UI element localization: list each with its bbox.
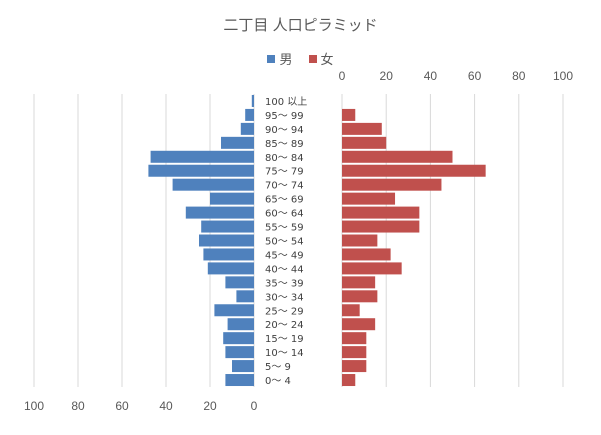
category-label: 0～ 4 xyxy=(265,376,291,387)
bar-female xyxy=(342,220,420,233)
bar-female xyxy=(342,332,367,345)
x-tick-label-right: 0 xyxy=(339,69,346,83)
bar-female xyxy=(342,192,396,205)
bar-male xyxy=(223,332,254,345)
bar-male xyxy=(236,290,254,303)
bar-male xyxy=(172,178,254,191)
bar-male xyxy=(232,360,254,373)
bar-male xyxy=(225,346,254,359)
bar-male xyxy=(227,318,254,331)
category-label: 95～ 99 xyxy=(265,111,304,122)
bar-female xyxy=(342,150,453,163)
category-label: 50～ 54 xyxy=(265,237,304,248)
chart-legend: 男 女 xyxy=(0,49,601,68)
x-tick-label-right: 80 xyxy=(512,69,526,83)
x-tick-label-left: 80 xyxy=(71,399,85,413)
category-label: 15～ 19 xyxy=(265,334,304,345)
bar-female xyxy=(342,108,356,121)
category-label: 40～ 44 xyxy=(265,264,304,275)
bar-male xyxy=(214,304,254,317)
x-tick-label-left: 40 xyxy=(159,399,173,413)
x-tick-label-right: 20 xyxy=(380,69,394,83)
bar-male xyxy=(221,136,254,149)
legend-label-female: 女 xyxy=(320,52,334,67)
bar-female xyxy=(342,164,486,177)
category-label: 20～ 24 xyxy=(265,320,304,331)
bar-female xyxy=(342,304,360,317)
x-tick-label-right: 40 xyxy=(424,69,438,83)
category-label: 5～ 9 xyxy=(265,362,291,373)
bar-female xyxy=(342,318,376,331)
category-label: 55～ 59 xyxy=(265,223,304,234)
legend-item-male: 男 xyxy=(267,49,293,68)
bar-male xyxy=(203,248,254,261)
x-tick-label-left: 100 xyxy=(24,399,44,413)
bar-male xyxy=(225,374,254,387)
x-tick-label-left: 0 xyxy=(251,399,258,413)
bar-female xyxy=(342,206,420,219)
bar-female xyxy=(342,276,376,289)
legend-swatch-male xyxy=(267,54,276,63)
category-label: 65～ 69 xyxy=(265,195,304,206)
bar-male xyxy=(251,94,254,107)
bar-female xyxy=(342,178,442,191)
bar-female xyxy=(342,360,367,373)
category-label: 10～ 14 xyxy=(265,348,304,359)
category-label: 85～ 89 xyxy=(265,139,304,150)
bar-male xyxy=(185,206,254,219)
x-tick-label-left: 60 xyxy=(115,399,129,413)
bar-female xyxy=(342,346,367,359)
bar-female xyxy=(342,290,378,303)
bar-female xyxy=(342,374,356,387)
legend-swatch-female xyxy=(308,54,317,63)
category-label: 90～ 94 xyxy=(265,125,304,136)
chart-title: 二丁目 人口ピラミッド xyxy=(223,17,378,34)
x-tick-label-left: 20 xyxy=(203,399,217,413)
bar-male xyxy=(207,262,254,275)
bar-male xyxy=(201,220,254,233)
bar-male xyxy=(148,164,254,177)
category-label: 25～ 29 xyxy=(265,306,304,317)
category-label: 35～ 39 xyxy=(265,278,304,289)
bar-male xyxy=(199,234,254,247)
legend-item-female: 女 xyxy=(308,49,334,68)
legend-label-male: 男 xyxy=(279,52,293,67)
category-label: 70～ 74 xyxy=(265,181,304,192)
category-label: 100 以上 xyxy=(265,96,307,108)
bar-female xyxy=(342,234,378,247)
category-label: 60～ 64 xyxy=(265,209,304,220)
x-tick-label-right: 60 xyxy=(468,69,482,83)
category-label: 75～ 79 xyxy=(265,167,304,178)
bar-male xyxy=(150,150,254,163)
bar-female xyxy=(342,262,402,275)
bar-female xyxy=(342,136,387,149)
category-label: 80～ 84 xyxy=(265,153,304,164)
bar-male xyxy=(245,108,254,121)
bar-female xyxy=(342,248,391,261)
bar-male xyxy=(210,192,254,205)
category-label: 45～ 49 xyxy=(265,250,304,261)
bar-male xyxy=(240,122,254,135)
bar-male xyxy=(225,276,254,289)
x-tick-label-right: 100 xyxy=(553,69,573,83)
bar-female xyxy=(342,122,382,135)
category-label: 30～ 34 xyxy=(265,292,304,303)
